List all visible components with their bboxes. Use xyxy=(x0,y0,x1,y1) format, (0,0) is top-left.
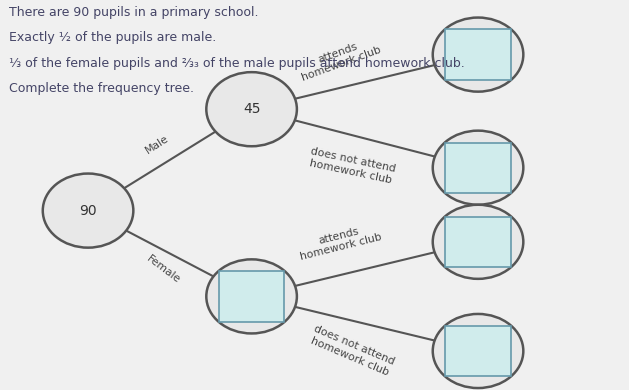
Text: does not attend
homework club: does not attend homework club xyxy=(308,324,396,378)
Ellipse shape xyxy=(43,174,133,248)
Ellipse shape xyxy=(433,314,523,388)
FancyBboxPatch shape xyxy=(219,271,284,322)
Text: Complete the frequency tree.: Complete the frequency tree. xyxy=(9,82,194,95)
Ellipse shape xyxy=(206,259,297,333)
Text: Female: Female xyxy=(145,253,182,285)
Text: ⅓ of the female pupils and ⅔₃ of the male pupils attend homework club.: ⅓ of the female pupils and ⅔₃ of the mal… xyxy=(9,57,465,69)
FancyBboxPatch shape xyxy=(445,326,511,376)
Text: attends
homework club: attends homework club xyxy=(296,34,383,83)
Text: Exactly ½ of the pupils are male.: Exactly ½ of the pupils are male. xyxy=(9,31,216,44)
Text: 90: 90 xyxy=(79,204,97,218)
Text: attends
homework club: attends homework club xyxy=(296,221,383,262)
Ellipse shape xyxy=(433,205,523,279)
Text: 45: 45 xyxy=(243,102,260,116)
Ellipse shape xyxy=(433,131,523,205)
FancyBboxPatch shape xyxy=(445,142,511,193)
Ellipse shape xyxy=(433,18,523,92)
Text: There are 90 pupils in a primary school.: There are 90 pupils in a primary school. xyxy=(9,6,259,19)
Ellipse shape xyxy=(206,72,297,146)
FancyBboxPatch shape xyxy=(445,29,511,80)
FancyBboxPatch shape xyxy=(445,216,511,267)
Text: Male: Male xyxy=(143,133,171,156)
Text: does not attend
homework club: does not attend homework club xyxy=(308,146,397,185)
